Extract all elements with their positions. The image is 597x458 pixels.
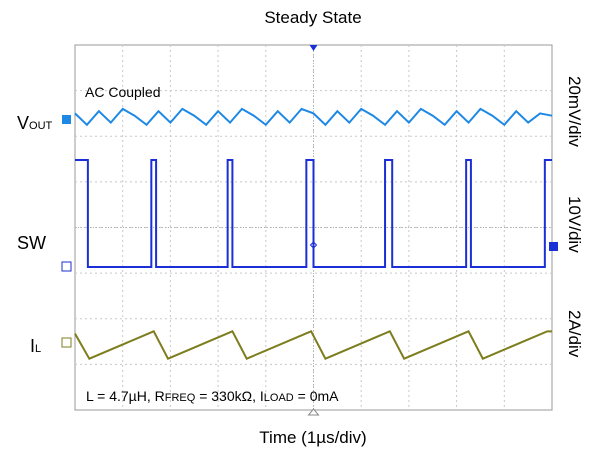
sw-trace bbox=[75, 159, 552, 268]
x-axis-label: Time (1µs/div) bbox=[259, 428, 367, 447]
time-reference-marker bbox=[307, 408, 320, 416]
vout-label: VOUT bbox=[17, 113, 53, 133]
ac-coupled-annotation: AC Coupled bbox=[85, 84, 161, 100]
center-diamond-marker bbox=[309, 241, 318, 249]
sw-scale-label: 10V/div bbox=[565, 196, 584, 253]
il-ground-marker bbox=[61, 337, 72, 348]
channel-markers bbox=[61, 45, 558, 416]
sw-ground-marker bbox=[61, 261, 72, 272]
il-trace bbox=[74, 330, 552, 360]
chart-title: Steady State bbox=[264, 8, 362, 27]
il-label: IL bbox=[30, 336, 42, 356]
vout-ground-marker bbox=[62, 115, 71, 124]
vout-scale-label: 20mV/div bbox=[565, 76, 584, 147]
il-scale-label: 2A/div bbox=[565, 310, 584, 358]
traces bbox=[74, 107, 553, 360]
trigger-position-marker bbox=[309, 45, 318, 51]
vout-trace bbox=[74, 107, 553, 127]
sw-label: SW bbox=[17, 233, 46, 253]
conditions-annotation: L = 4.7µH, RFREQ = 330kΩ, ILOAD = 0mA bbox=[86, 388, 339, 404]
trigger-level-marker bbox=[549, 242, 558, 251]
